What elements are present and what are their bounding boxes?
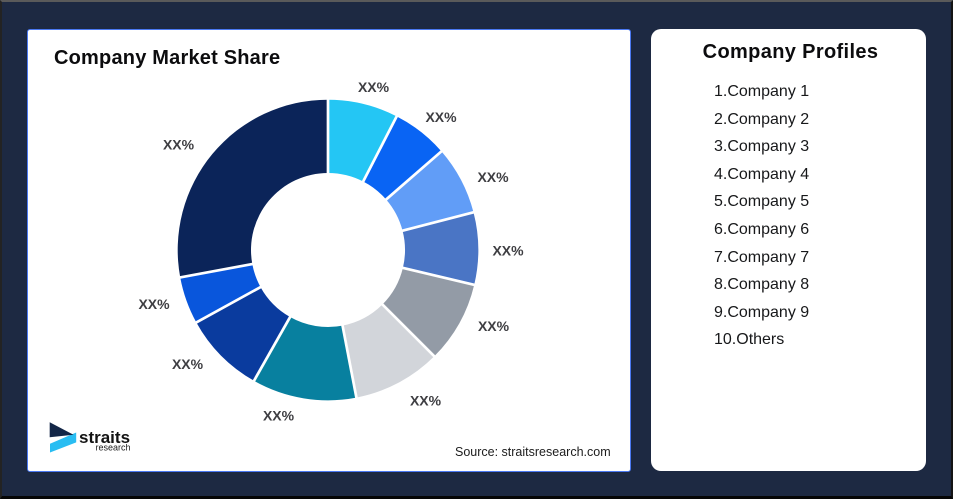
svg-text:research: research (95, 443, 130, 453)
svg-text:XX%: XX% (478, 318, 510, 334)
svg-text:XX%: XX% (477, 169, 509, 185)
svg-text:XX%: XX% (410, 393, 442, 409)
svg-text:XX%: XX% (263, 408, 295, 424)
svg-text:XX%: XX% (172, 356, 204, 372)
svg-text:XX%: XX% (492, 243, 524, 259)
svg-text:straits: straits (79, 428, 130, 447)
svg-text:XX%: XX% (358, 79, 390, 95)
svg-text:XX%: XX% (138, 296, 170, 312)
svg-text:XX%: XX% (163, 137, 195, 153)
svg-text:XX%: XX% (425, 109, 457, 125)
